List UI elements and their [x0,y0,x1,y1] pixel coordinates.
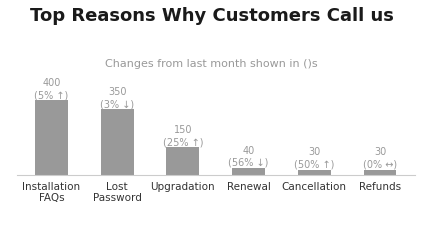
Bar [364,170,396,176]
Text: 30
(0% ↔): 30 (0% ↔) [363,147,397,169]
Bar [232,168,265,176]
Text: Changes from last month shown in ()s: Changes from last month shown in ()s [105,58,318,68]
Bar [101,110,134,176]
Text: Top Reasons Why Customers Call us: Top Reasons Why Customers Call us [30,7,393,25]
Text: 400
(5% ↑): 400 (5% ↑) [34,77,69,100]
Bar [35,101,68,176]
Bar [166,147,199,176]
Text: 350
(3% ↓): 350 (3% ↓) [100,87,134,109]
Text: 30
(50% ↑): 30 (50% ↑) [294,147,335,169]
Text: 150
(25% ↑): 150 (25% ↑) [162,124,203,147]
Text: 40
(56% ↓): 40 (56% ↓) [228,145,269,167]
Bar [298,170,331,176]
